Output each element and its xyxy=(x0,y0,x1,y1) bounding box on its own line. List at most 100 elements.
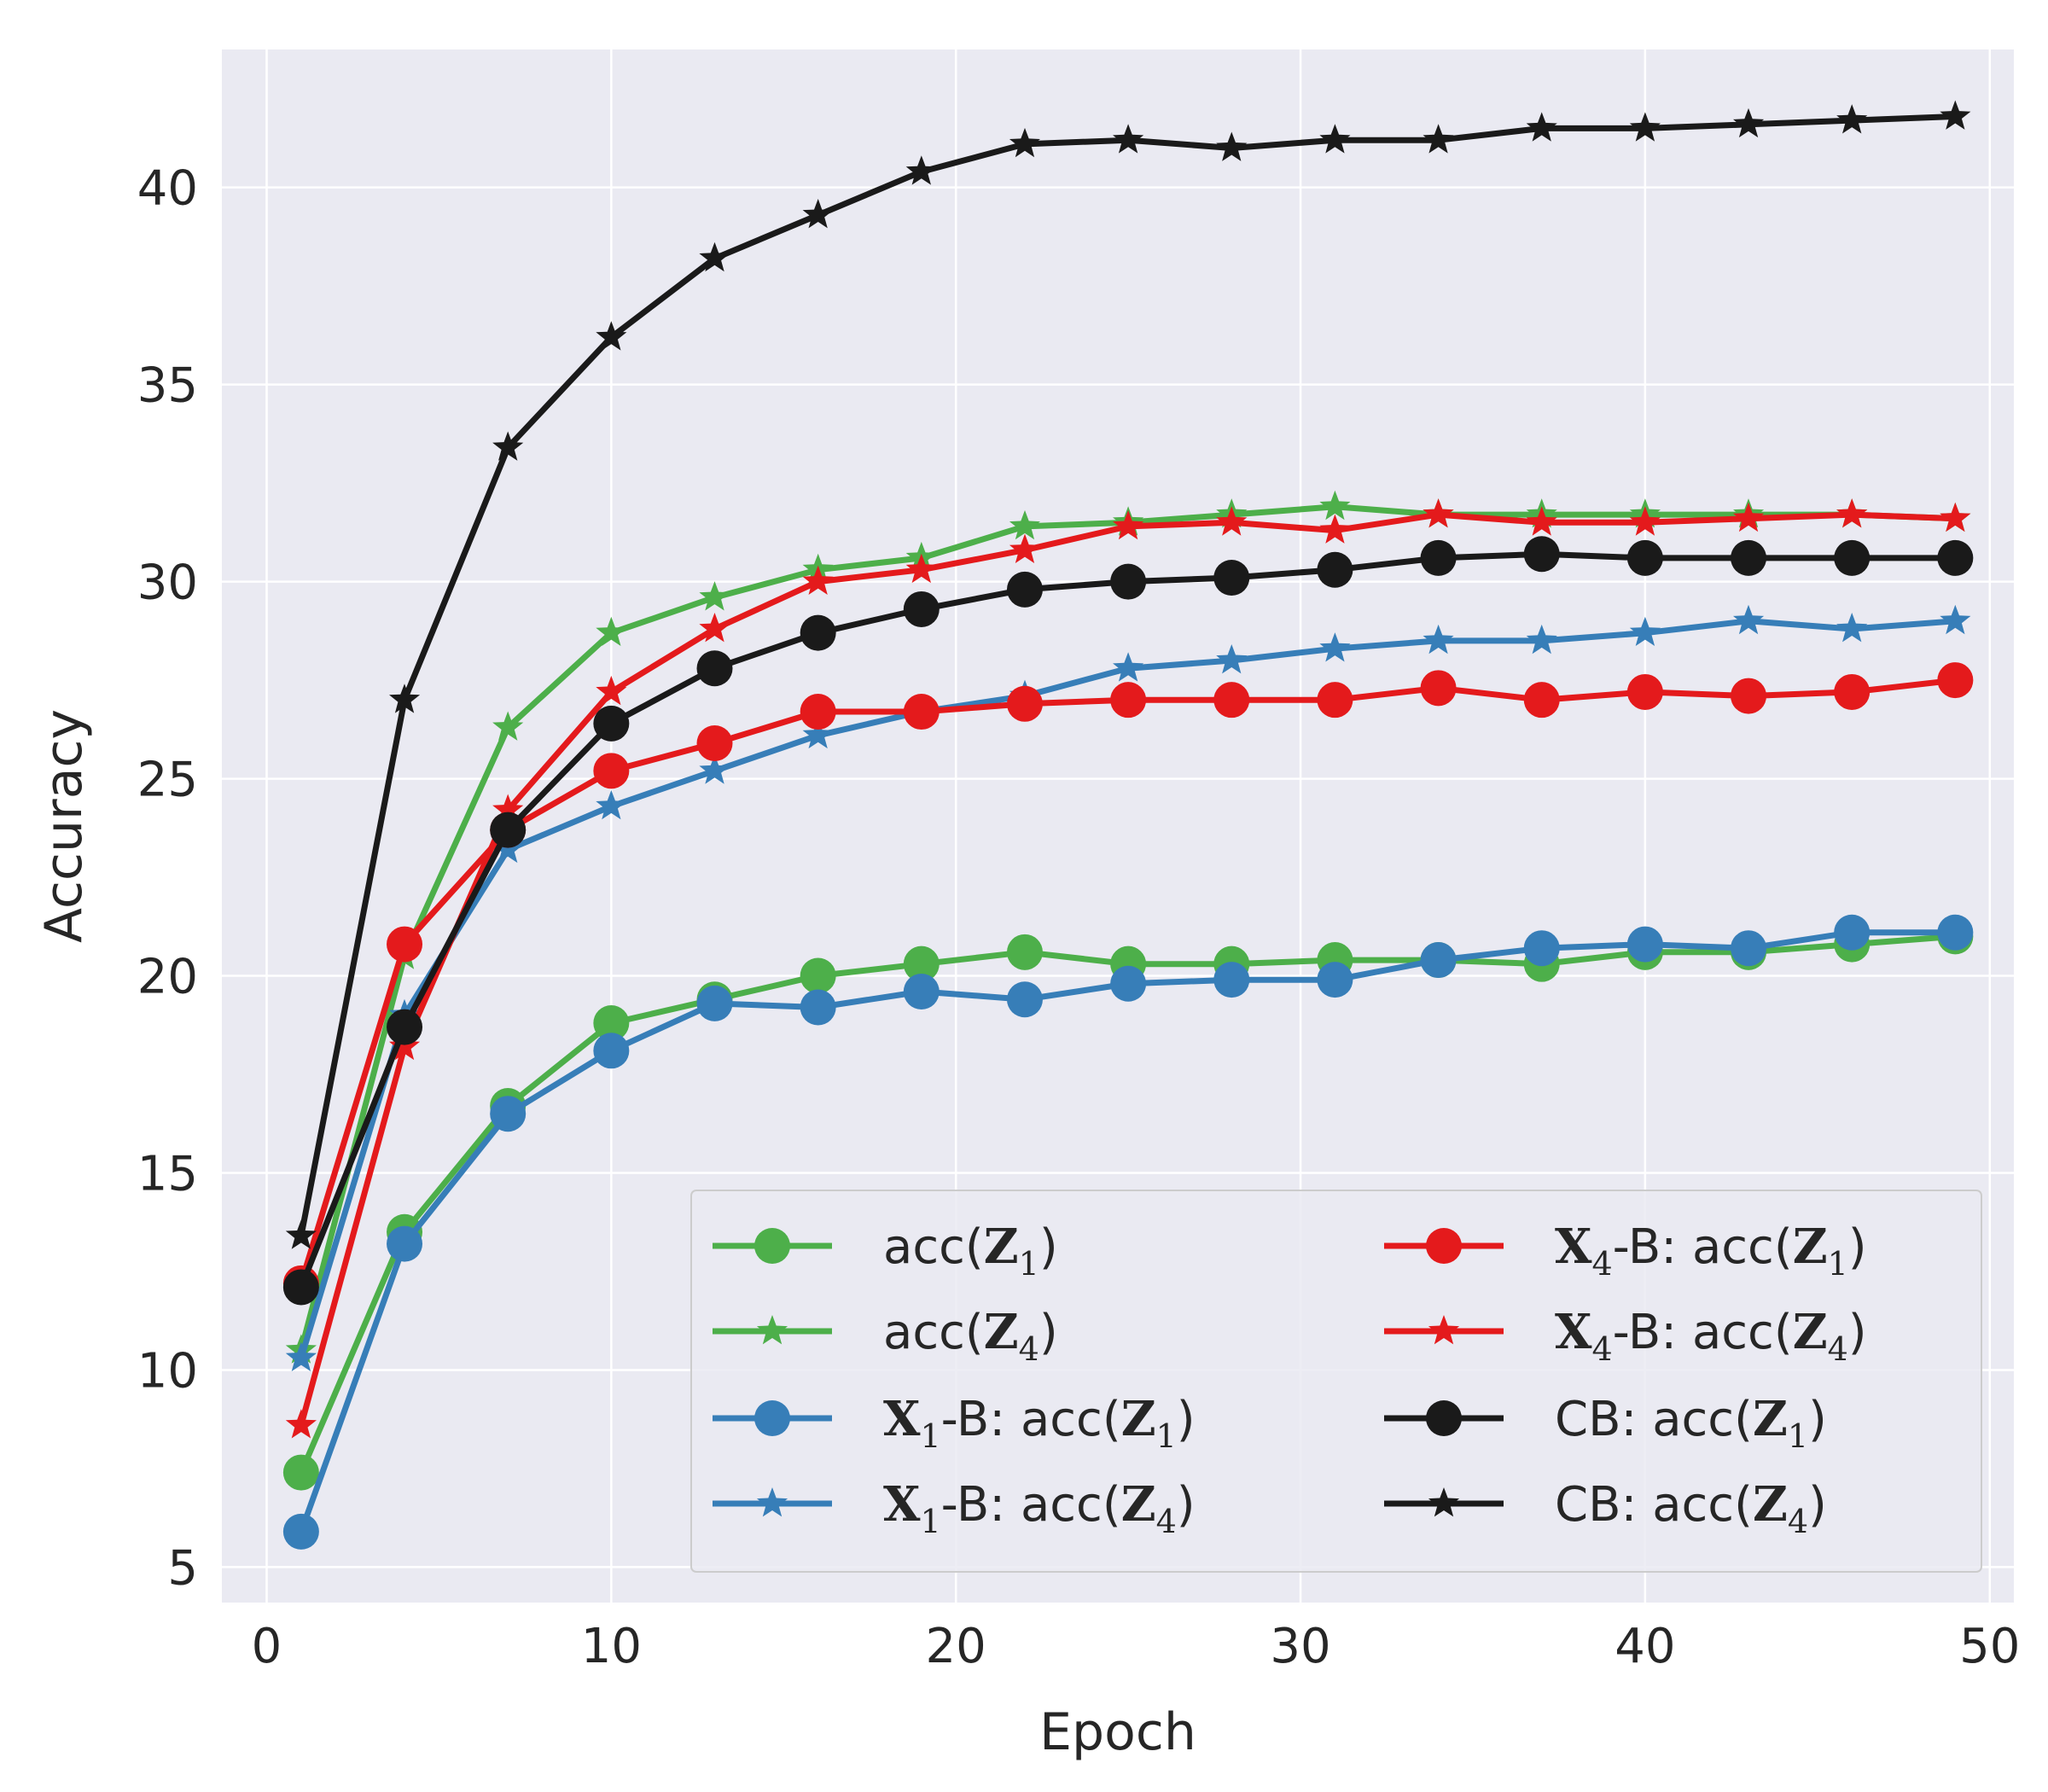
data-point xyxy=(593,705,630,742)
series-2 xyxy=(282,914,1974,1550)
data-point xyxy=(285,1341,317,1371)
legend-marker xyxy=(756,1315,788,1345)
data-point xyxy=(387,1225,423,1262)
x-tick-label: 30 xyxy=(1270,1619,1330,1674)
data-point xyxy=(1319,632,1351,662)
data-point xyxy=(387,926,423,963)
data-point xyxy=(593,1004,630,1041)
data-point xyxy=(1009,509,1040,540)
legend-label-part: ) xyxy=(1848,1219,1867,1275)
legend-label-part: -B: acc( xyxy=(1613,1305,1793,1360)
legend-marker xyxy=(756,1487,788,1517)
legend-marker xyxy=(1426,1228,1462,1264)
y-tick-label: 30 xyxy=(137,556,198,611)
legend-label-part: CB: acc( xyxy=(1555,1392,1753,1447)
legend-item: X4-B: acc(Z1) xyxy=(1384,1219,1867,1283)
data-point xyxy=(1731,539,1767,576)
data-point xyxy=(699,754,730,784)
data-point xyxy=(1423,624,1454,655)
legend-label-part: X xyxy=(1555,1219,1592,1275)
data-point xyxy=(1110,563,1147,600)
data-point xyxy=(699,613,730,643)
data-point xyxy=(1110,682,1147,719)
y-tick-label: 35 xyxy=(137,358,198,414)
data-point xyxy=(1526,624,1557,655)
data-point xyxy=(696,650,733,687)
data-point xyxy=(1523,682,1560,719)
x-tick-label: 40 xyxy=(1615,1619,1675,1674)
legend-label-part: Z xyxy=(984,1304,1019,1360)
y-axis-label: Accuracy xyxy=(34,709,94,943)
data-point xyxy=(1420,942,1457,979)
data-point xyxy=(903,591,940,627)
legend-marker xyxy=(1426,1400,1462,1436)
data-point xyxy=(1006,685,1043,722)
data-point xyxy=(1626,673,1663,710)
data-point xyxy=(802,565,834,595)
legend-item: acc(Z1) xyxy=(713,1219,1058,1283)
data-point xyxy=(1423,124,1454,154)
legend: acc(Z1)acc(Z4)X1-B: acc(Z1)X1-B: acc(Z4)… xyxy=(690,1190,1982,1573)
legend-label-part: Z xyxy=(984,1219,1019,1275)
legend-label-part: ) xyxy=(1039,1305,1058,1360)
legend-marker xyxy=(754,1400,790,1436)
data-point xyxy=(1006,934,1043,970)
data-point xyxy=(1423,498,1454,528)
data-point xyxy=(596,789,627,820)
legend-label-part: 4 xyxy=(1156,1503,1177,1540)
data-point xyxy=(389,1030,421,1061)
data-point xyxy=(596,321,627,351)
data-point xyxy=(490,1096,527,1132)
legend-item: X1-B: acc(Z1) xyxy=(713,1391,1196,1455)
data-point xyxy=(1937,539,1974,576)
legend-label-part: Z xyxy=(1793,1219,1828,1275)
legend-label-part: 1 xyxy=(1788,1417,1808,1455)
y-tick-label: 40 xyxy=(137,161,198,217)
data-point xyxy=(1940,100,1971,130)
data-point xyxy=(1937,914,1974,951)
data-point xyxy=(1006,981,1043,1018)
data-point xyxy=(1420,670,1457,707)
data-point xyxy=(285,1219,317,1249)
data-point xyxy=(282,1513,319,1550)
legend-label-part: 1 xyxy=(1019,1245,1039,1283)
data-point xyxy=(593,753,630,789)
data-point xyxy=(1213,559,1250,596)
data-point xyxy=(1319,490,1351,521)
data-point xyxy=(1216,131,1248,161)
data-point xyxy=(1940,502,1971,532)
data-point xyxy=(1317,551,1353,588)
legend-label-part: 4 xyxy=(1591,1330,1612,1368)
series-5 xyxy=(285,498,1971,1439)
legend-item: CB: acc(Z4) xyxy=(1384,1476,1827,1540)
y-tick-label: 20 xyxy=(137,950,198,1005)
legend-label: X1-B: acc(Z4) xyxy=(883,1476,1196,1540)
data-point xyxy=(1216,506,1248,536)
data-point xyxy=(1526,506,1557,536)
data-point xyxy=(1733,502,1765,532)
data-point xyxy=(387,1009,423,1045)
legend-label: CB: acc(Z4) xyxy=(1555,1476,1827,1540)
legend-label-part: Z xyxy=(1753,1476,1788,1533)
legend-label-part: ) xyxy=(1177,1392,1196,1447)
data-point xyxy=(1834,914,1871,951)
data-point xyxy=(1834,539,1871,576)
data-point xyxy=(1006,571,1043,608)
tick-labels: 0 10 20 30 40 50 5 10 15 20 25 30 35 40 xyxy=(137,161,2021,1674)
data-point xyxy=(1213,682,1250,719)
data-point xyxy=(1216,644,1248,674)
legend-label: acc(Z4) xyxy=(883,1304,1058,1368)
data-point xyxy=(802,199,834,229)
data-point xyxy=(1526,112,1557,142)
data-point xyxy=(593,1033,630,1069)
data-point xyxy=(1629,112,1661,142)
data-point xyxy=(492,833,524,864)
legend-label-part: 4 xyxy=(1828,1330,1848,1368)
data-point xyxy=(285,1409,317,1439)
data-point xyxy=(905,155,937,185)
data-point xyxy=(905,553,937,584)
y-tick-label: 25 xyxy=(137,753,198,808)
data-point xyxy=(596,616,627,646)
legend-label: X1-B: acc(Z1) xyxy=(883,1391,1196,1455)
